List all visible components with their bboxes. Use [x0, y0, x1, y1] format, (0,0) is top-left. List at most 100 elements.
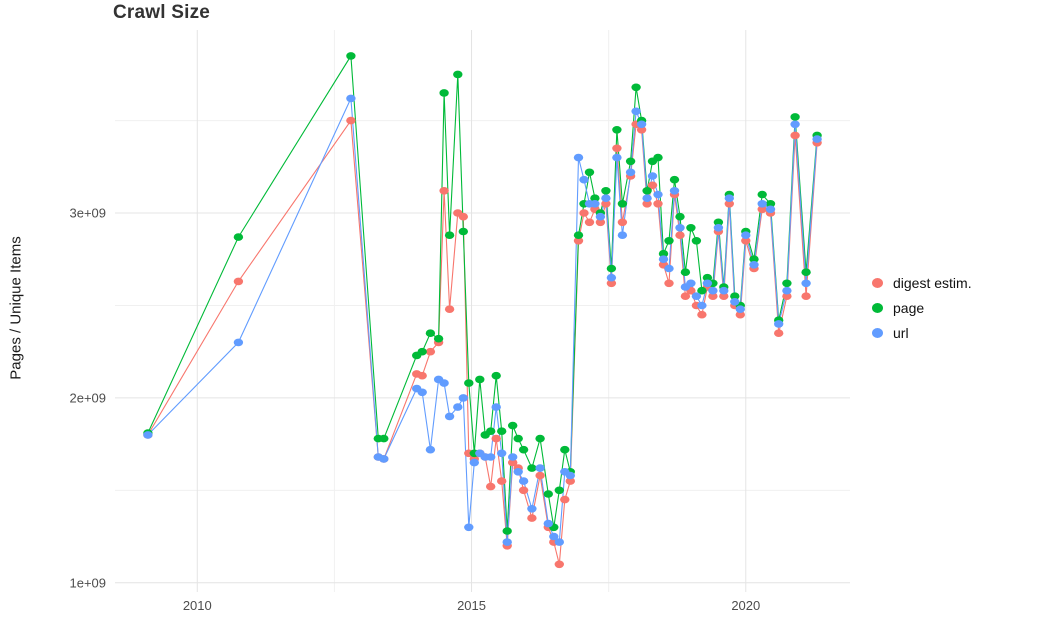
data-point-url: [812, 135, 822, 143]
data-point-page: [697, 286, 707, 295]
data-point-digest-estim: [565, 477, 575, 485]
data-point-digest-estim: [535, 471, 545, 480]
data-point-url: [579, 175, 589, 184]
x-tick-label: 2010: [183, 598, 212, 613]
data-point-digest-estim: [782, 292, 792, 301]
data-point-url: [554, 538, 564, 546]
data-point-digest-estim: [612, 144, 622, 153]
legend-dot-icon: [872, 278, 883, 288]
data-point-url: [697, 301, 707, 310]
data-point-url: [535, 464, 545, 472]
data-point-page: [379, 434, 389, 443]
data-point-digest-estim: [417, 371, 427, 380]
data-point-page: [691, 237, 702, 245]
data-point-page: [464, 379, 474, 387]
data-point-url: [735, 305, 745, 314]
data-point-digest-estim: [486, 482, 496, 491]
data-point-page: [782, 279, 792, 288]
data-point-page: [680, 268, 691, 277]
data-point-page: [590, 194, 600, 202]
data-point-digest-estim: [491, 434, 501, 443]
data-point-digest-estim: [675, 231, 685, 239]
data-point-page: [625, 157, 636, 166]
data-point-url: [497, 449, 507, 458]
data-point-url: [765, 205, 776, 214]
data-point-url: [757, 200, 767, 208]
data-point-page: [508, 421, 518, 430]
data-point-digest-estim: [458, 212, 468, 221]
data-point-digest-estim: [233, 277, 244, 286]
data-point-page: [713, 218, 724, 227]
data-point-page: [497, 427, 507, 436]
data-point-url: [573, 153, 584, 162]
data-point-url: [631, 107, 641, 116]
chart-title: Crawl Size: [113, 2, 211, 23]
data-point-page: [664, 237, 674, 245]
y-tick-label: 1e+09: [69, 575, 106, 590]
data-point-page: [573, 231, 584, 239]
data-point-url: [636, 120, 647, 129]
data-point-url: [702, 279, 713, 288]
data-point-digest-estim: [439, 187, 449, 195]
data-point-digest-estim: [757, 205, 767, 214]
legend-label: url: [893, 325, 909, 341]
data-point-page: [458, 227, 468, 236]
data-point-digest-estim: [774, 329, 784, 338]
data-point-digest-estim: [790, 131, 800, 140]
data-point-page: [801, 268, 811, 277]
data-point-digest-estim: [647, 181, 658, 190]
data-point-page: [686, 224, 696, 232]
data-point-url: [439, 379, 449, 387]
data-point-digest-estim: [653, 200, 663, 208]
data-point-page: [749, 255, 759, 263]
data-point-url: [464, 523, 474, 532]
data-point-url: [653, 190, 663, 199]
data-point-page: [790, 113, 800, 121]
y-tick-label: 2e+09: [69, 390, 106, 405]
data-point-digest-estim: [595, 218, 606, 227]
data-point-page: [417, 347, 427, 356]
data-point-url: [741, 231, 751, 239]
data-point-page: [631, 83, 641, 92]
data-point-url: [458, 394, 468, 402]
data-point-page: [425, 329, 436, 338]
data-point-digest-estim: [617, 218, 628, 227]
data-point-url: [527, 505, 537, 513]
data-point-page: [658, 249, 669, 258]
data-point-digest-estim: [680, 292, 691, 301]
data-point-page: [518, 445, 529, 454]
data-point-digest-estim: [724, 200, 734, 208]
data-point-digest-estim: [708, 292, 718, 301]
data-point-page: [675, 212, 685, 221]
data-point-url: [590, 200, 600, 208]
data-point-url: [647, 172, 658, 180]
data-point-digest-estim: [579, 209, 589, 217]
data-point-url: [790, 120, 800, 129]
data-point-url: [601, 194, 611, 202]
data-point-digest-estim: [527, 514, 537, 522]
data-point-url: [749, 261, 759, 269]
data-point-digest-estim: [518, 486, 529, 495]
data-point-page: [491, 371, 501, 380]
data-point-url: [675, 224, 685, 232]
data-point-digest-estim: [508, 458, 518, 467]
data-point-page: [439, 89, 449, 97]
legend-item-url: url: [872, 325, 972, 341]
data-point-url: [617, 231, 628, 239]
data-point-url: [143, 431, 153, 439]
data-point-digest-estim: [801, 292, 811, 301]
legend-item-page: page: [872, 300, 972, 316]
data-point-digest-estim: [735, 310, 745, 319]
data-point-url: [719, 286, 729, 295]
data-point-url: [801, 279, 811, 288]
data-point-page: [527, 464, 537, 472]
data-point-page: [584, 168, 595, 177]
series-line-digest-estim: [147, 119, 818, 565]
data-point-url: [513, 468, 523, 476]
data-point-page: [606, 264, 617, 273]
data-point-page: [444, 231, 455, 239]
data-point-digest-estim: [664, 279, 674, 288]
data-point-digest-estim: [425, 347, 436, 356]
